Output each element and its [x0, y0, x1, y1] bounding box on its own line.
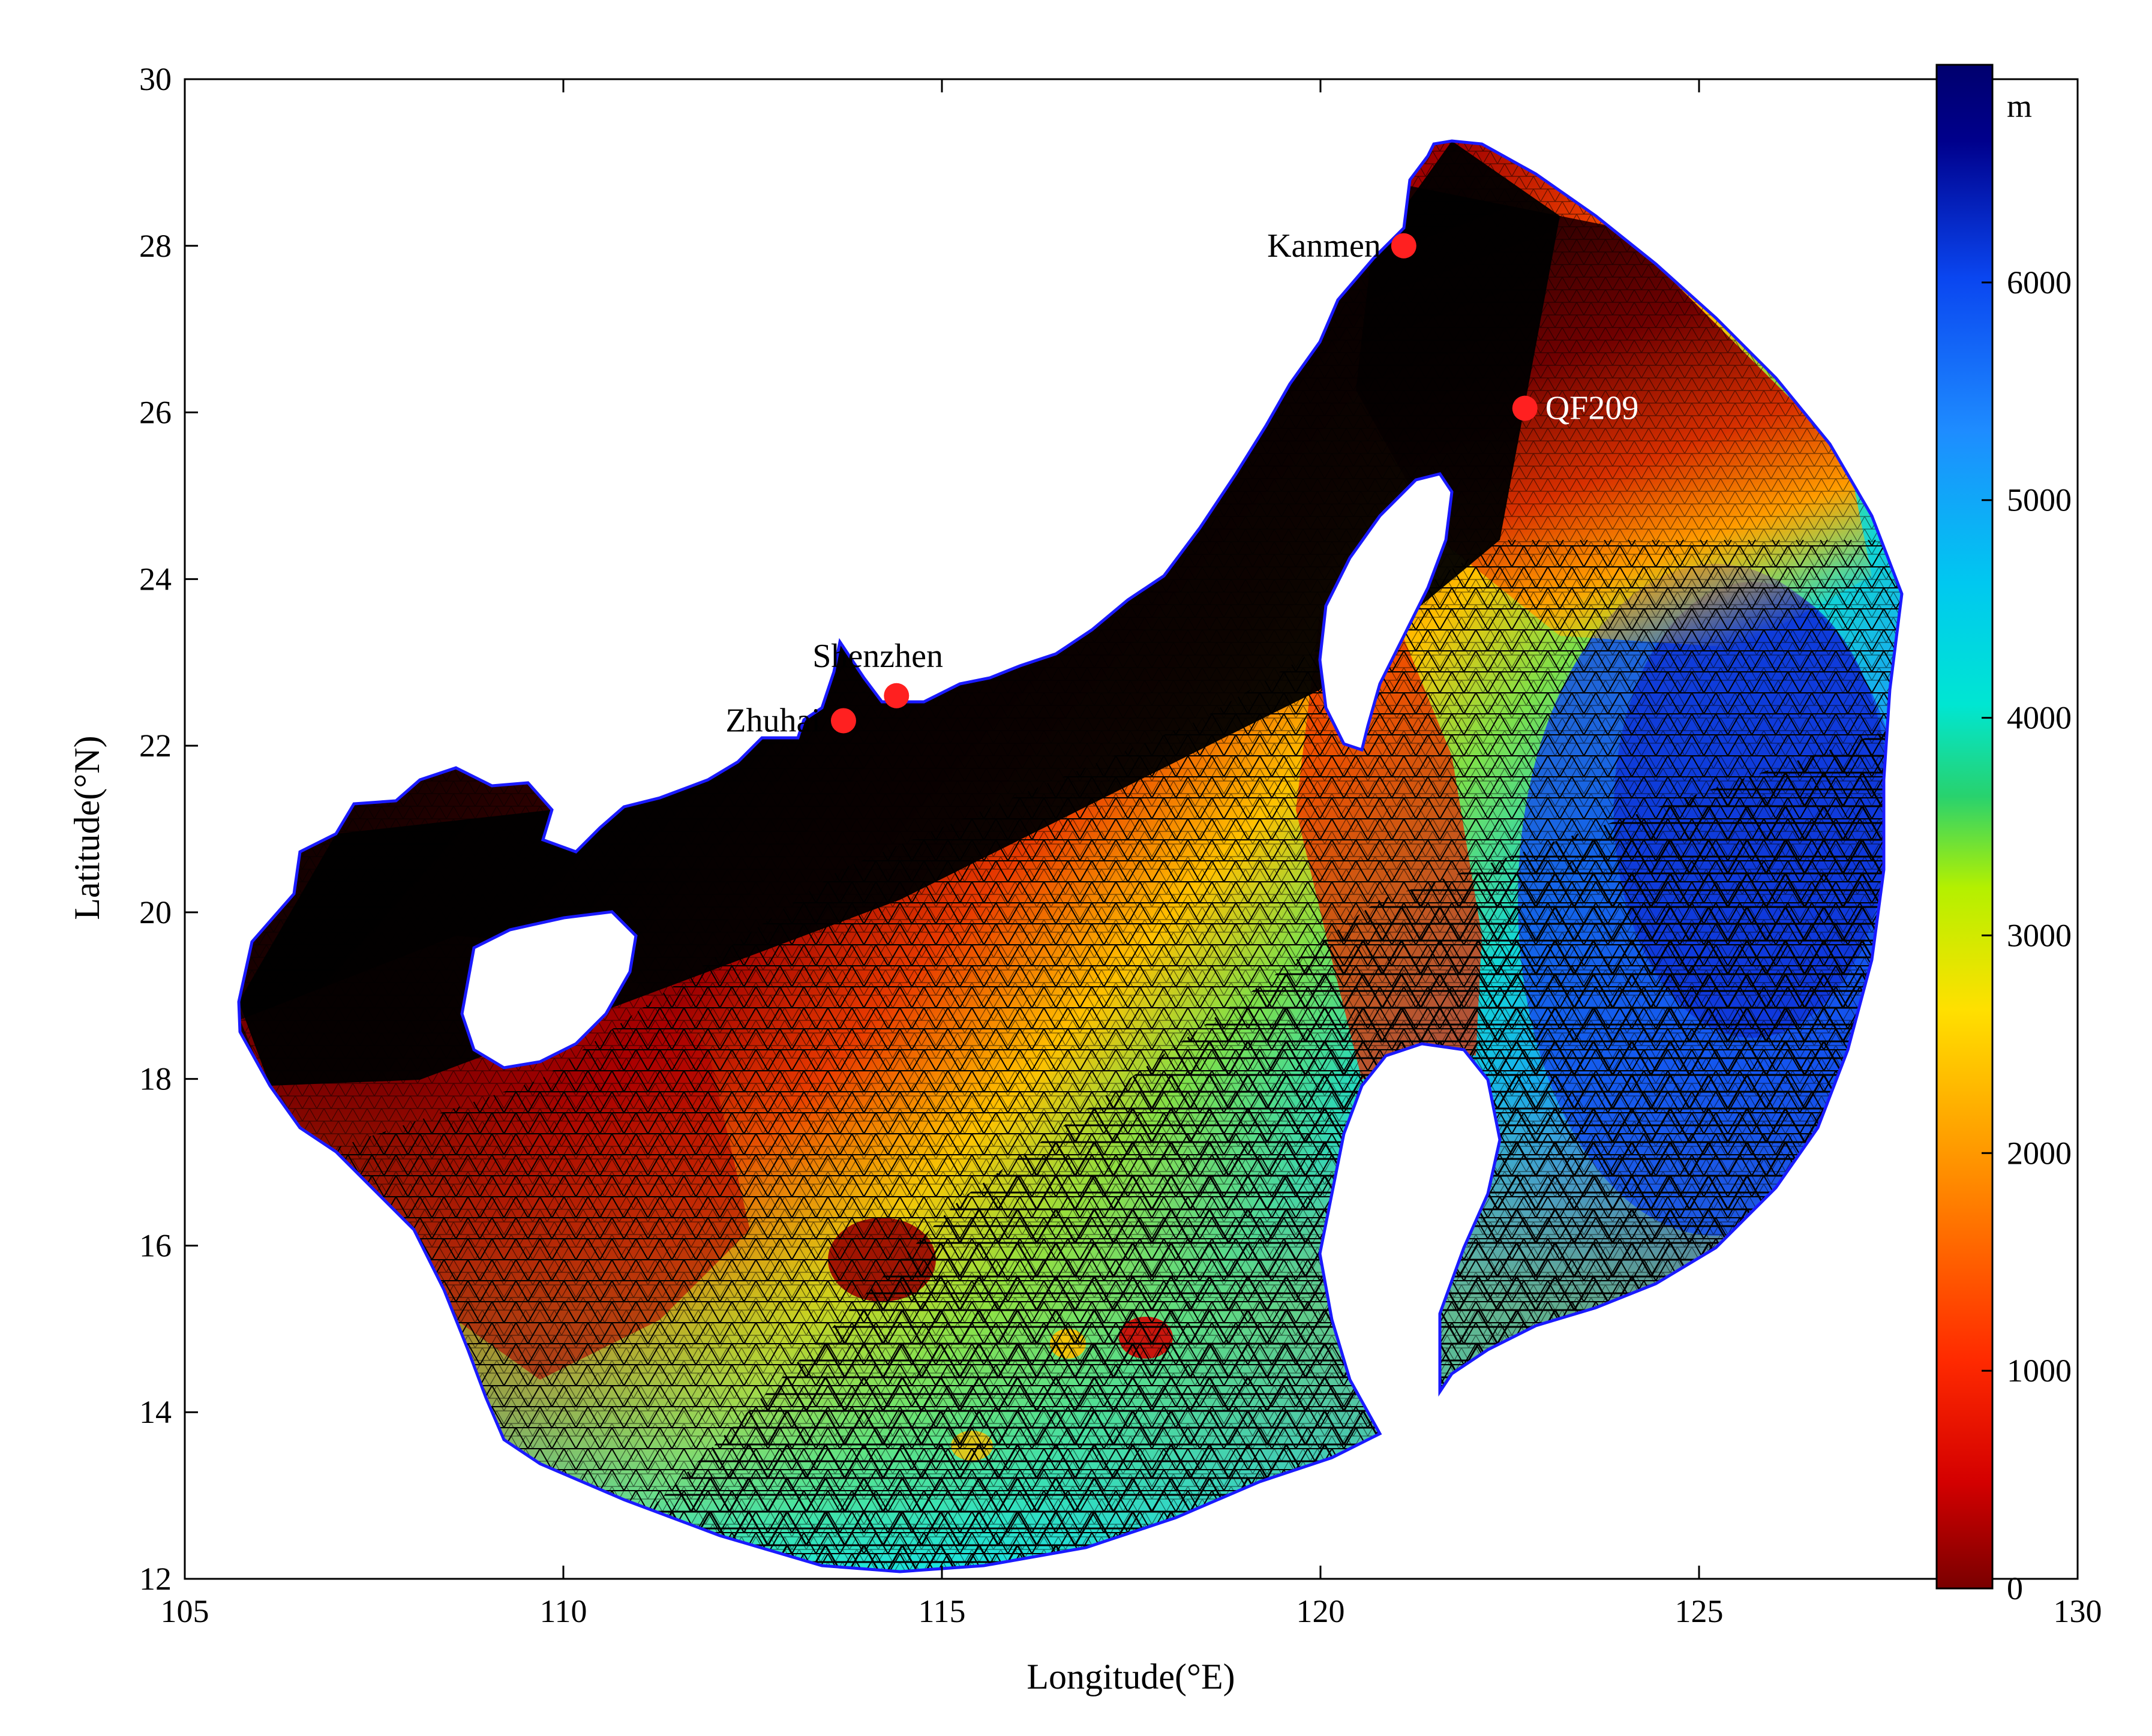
island-taiwan [1318, 472, 1454, 752]
colorbar-ticks: 0 1000 2000 3000 4000 5000 6000 [1982, 265, 2072, 1606]
station-label: QF209 [1545, 390, 1639, 427]
y-tick-label: 26 [139, 395, 172, 431]
station-marker [1391, 233, 1416, 259]
x-tick-label: 110 [540, 1593, 587, 1629]
x-tick-label: 125 [1675, 1593, 1724, 1629]
colorbar: 0 1000 2000 3000 4000 5000 6000 m [1935, 64, 2072, 1606]
y-tick-label: 18 [139, 1061, 172, 1097]
colorbar-gradient [1935, 64, 1994, 1590]
colorbar-unit: m [2007, 88, 2032, 124]
mesh-domain [237, 139, 1904, 1573]
y-axis-ticks: 12 14 16 18 20 22 24 26 28 30 [139, 61, 198, 1597]
y-tick-label: 14 [139, 1394, 172, 1430]
coastline [237, 139, 1904, 1573]
station-marker [1512, 395, 1538, 421]
y-tick-label: 22 [139, 728, 172, 764]
x-axis-ticks: 105 110 115 120 125 130 [161, 79, 2102, 1629]
colorbar-tick-label: 5000 [2007, 482, 2072, 518]
y-tick-label: 20 [139, 894, 172, 930]
x-tick-label: 115 [919, 1593, 966, 1629]
y-tick-label: 16 [139, 1227, 172, 1263]
colorbar-tick-label: 2000 [2007, 1135, 2072, 1171]
colorbar-tick-label: 3000 [2007, 917, 2072, 953]
axes-frame [184, 78, 2079, 1580]
station-label: Kanmen [1267, 227, 1381, 265]
colorbar-tick-label: 1000 [2007, 1353, 2072, 1389]
y-axis-title: Latitude(°N) [67, 735, 107, 920]
y-tick-label: 30 [139, 61, 172, 97]
x-tick-label: 105 [161, 1593, 209, 1629]
station-label: Zhuhai [725, 702, 821, 739]
y-tick-label: 28 [139, 228, 172, 264]
station-label: Shenzhen [812, 638, 943, 675]
colorbar-tick-label: 6000 [2007, 265, 2072, 301]
y-tick-label: 12 [139, 1561, 172, 1597]
station-marker [830, 708, 856, 734]
x-tick-label: 120 [1296, 1593, 1345, 1629]
colorbar-tick-label: 4000 [2007, 700, 2072, 736]
colorbar-tick-label: 0 [2007, 1570, 2023, 1606]
island-hainan [460, 910, 638, 1070]
station-marker [884, 683, 910, 708]
x-tick-label: 130 [2054, 1593, 2102, 1629]
y-tick-label: 24 [139, 561, 172, 597]
x-axis-title: Longitude(°E) [1027, 1657, 1235, 1696]
stations-layer: Kanmen QF209 Shenzhen Zhuhai [725, 227, 1638, 740]
